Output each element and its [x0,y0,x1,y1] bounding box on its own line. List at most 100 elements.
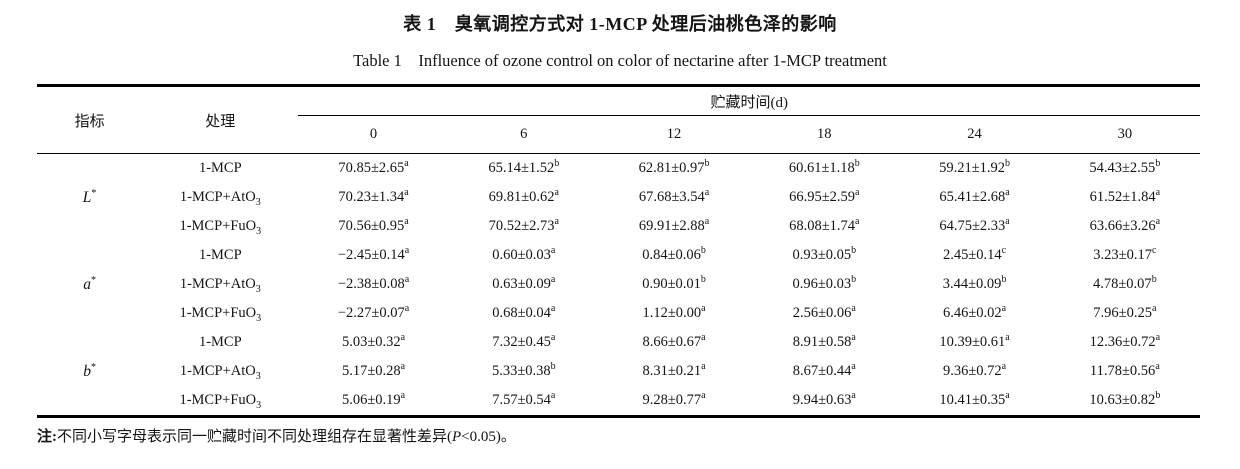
data-table: 指标 处理 贮藏时间(d) 0 6 12 18 24 30 L* 1-MCP 7… [37,84,1200,418]
value-cell: 65.14±1.52b [488,158,560,176]
header-treatment: 处理 [142,85,299,154]
value-cell: 61.52±1.84a [1089,187,1161,205]
table-row: a* 1-MCP −2.45±0.14a 0.60±0.03a 0.84±0.0… [37,241,1200,293]
value-cell: 0.84±0.06b [642,245,706,263]
value-cell: 69.81±0.62a [488,187,559,205]
value-cell: 6.46±0.02a [942,303,1007,321]
treatment-cell: 1-MCP+FuO3 [179,305,262,324]
value-cell: 70.56±0.95a [338,216,409,234]
value-cell: 60.61±1.18b [788,158,860,176]
value-cell: 9.36±0.72a [942,361,1007,379]
header-row-top: 指标 处理 贮藏时间(d) [37,85,1200,154]
treatment-cell: 1-MCP+FuO3 [179,392,262,411]
table-row: 1-MCP+FuO3 −2.27±0.07a 0.68±0.04a 1.12±0… [37,299,1200,328]
treatment-cell: 1-MCP+FuO3 [179,218,262,237]
index-sup: * [91,187,97,199]
table-row: 1-MCP+AtO3 70.23±1.34a 69.81±0.62a 67.68… [37,183,1200,212]
index-letter: a [83,275,91,293]
value-cell: 0.93±0.05b [792,245,857,263]
note-text-end: <0.05)。 [461,429,516,445]
value-cell: 9.94±0.63a [792,390,856,408]
index-letter: b [83,362,91,380]
note-prefix: 注: [37,429,57,445]
value-cell: 12.36±0.72a [1089,332,1161,350]
value-cell: 65.41±2.68a [939,187,1010,205]
value-cell: −2.45±0.14a [337,245,410,263]
table-title-cn: 表 1 臭氧调控方式对 1-MCP 处理后油桃色泽的影响 [403,14,837,34]
value-cell: 5.33±0.38b [491,361,556,379]
value-cell: 3.44±0.09b [942,274,1007,292]
table-row: 1-MCP+AtO3 5.17±0.28a 5.33±0.38b 8.31±0.… [37,357,1200,386]
table-row: 1-MCP+AtO3 −2.38±0.08a 0.63±0.09a 0.90±0… [37,270,1200,299]
value-cell: 8.66±0.67a [642,332,706,350]
header-day-0: 0 [298,115,449,154]
table-row: 1-MCP+FuO3 5.06±0.19a 7.57±0.54a 9.28±0.… [37,386,1200,417]
table-row: L* 1-MCP 70.85±2.65a 65.14±1.52b 62.81±0… [37,154,1200,206]
value-cell: 59.21±1.92b [939,158,1011,176]
treatment-cell: 1-MCP [198,160,242,176]
value-cell: −2.27±0.07a [337,303,410,321]
value-cell: 70.85±2.65a [338,158,409,176]
header-row-days: 0 6 12 18 24 30 [37,115,1200,154]
value-cell: 10.39±0.61a [939,332,1010,350]
value-cell: 68.08±1.74a [789,216,860,234]
header-day-30: 30 [1049,115,1200,154]
header-index: 指标 [37,85,143,154]
value-cell: 63.66±3.26a [1089,216,1161,234]
index-sup: * [90,361,96,373]
index-letter: L [82,188,92,206]
header-day-24: 24 [899,115,1050,154]
value-cell: 0.96±0.03b [792,274,857,292]
value-cell: 54.43±2.55b [1089,158,1161,176]
value-cell: 70.52±2.73a [488,216,559,234]
table-row: 1-MCP+FuO3 70.56±0.95a 70.52±2.73a 69.91… [37,212,1200,241]
value-cell: 0.63±0.09a [492,274,556,292]
value-cell: 8.91±0.58a [792,332,856,350]
value-cell: 0.60±0.03a [492,245,556,263]
treatment-cell: 1-MCP [198,334,242,350]
value-cell: 0.90±0.01b [642,274,706,292]
value-cell: 69.91±2.88a [638,216,710,234]
note-text: 不同小写字母表示同一贮藏时间不同处理组存在显著性差异( [57,429,452,445]
header-day-18: 18 [749,115,900,154]
treatment-cell: 1-MCP+AtO3 [179,363,261,382]
value-cell: 4.78±0.07b [1092,274,1157,292]
value-cell: 64.75±2.33a [939,216,1010,234]
header-day-12: 12 [598,115,750,154]
table-title-en: Table 1 Influence of ozone control on co… [353,51,887,70]
value-cell: 1.12±0.00a [642,303,706,321]
value-cell: 9.28±0.77a [642,390,706,408]
header-day-6: 6 [448,115,599,154]
value-cell: 67.68±3.54a [638,187,710,205]
value-cell: 2.56±0.06a [792,303,856,321]
value-cell: 62.81±0.97b [638,158,710,176]
value-cell: 70.23±1.34a [338,187,409,205]
header-storage-time: 贮藏时间(d) [298,85,1200,116]
value-cell: 8.31±0.21a [642,361,706,379]
value-cell: −2.38±0.08a [337,274,410,292]
value-cell: 11.78±0.56a [1089,361,1160,379]
value-cell: 7.32±0.45a [492,332,556,350]
value-cell: 5.03±0.32a [341,332,406,350]
value-cell: 5.06±0.19a [341,390,406,408]
note-p-symbol: P [452,429,462,445]
row-group-label-a: a* [37,241,142,328]
value-cell: 66.95±2.59a [789,187,860,205]
treatment-cell: 1-MCP+AtO3 [179,189,261,208]
value-cell: 3.23±0.17c [1093,245,1157,263]
value-cell: 2.45±0.14c [942,245,1007,263]
treatment-cell: 1-MCP [198,247,242,263]
index-sup: * [90,274,96,286]
value-cell: 7.57±0.54a [492,390,556,408]
value-cell: 8.67±0.44a [792,361,856,379]
value-cell: 0.68±0.04a [492,303,556,321]
row-group-label-L: L* [37,154,142,242]
table-note: 注:不同小写字母表示同一贮藏时间不同处理组存在显著性差异(P<0.05)。 [37,425,1240,446]
value-cell: 5.17±0.28a [341,361,406,379]
value-cell: 7.96±0.25a [1093,303,1157,321]
table-row: b* 1-MCP 5.03±0.32a 7.32±0.45a 8.66±0.67… [37,328,1200,380]
row-group-label-b: b* [37,328,142,417]
value-cell: 10.41±0.35a [939,390,1010,408]
treatment-cell: 1-MCP+AtO3 [179,276,261,295]
